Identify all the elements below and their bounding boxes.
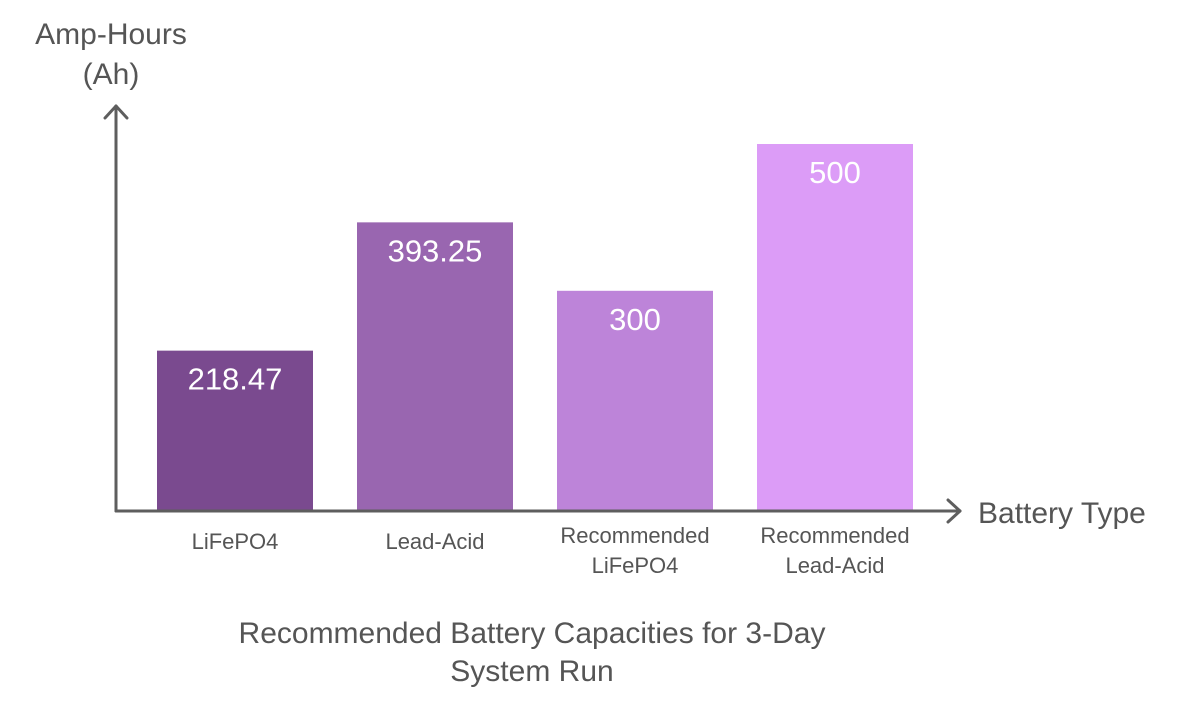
chart-title: Recommended Battery Capacities for 3-Day… bbox=[239, 617, 826, 688]
y-axis-title: Amp-Hours (Ah) bbox=[35, 18, 187, 91]
category-label-2: Lead-Acid bbox=[385, 529, 484, 554]
category-label-4: Recommended Lead-Acid bbox=[760, 523, 909, 578]
value-label-3: 300 bbox=[609, 302, 661, 337]
bar-1 bbox=[157, 350, 313, 511]
category-label-1: LiFePO4 bbox=[192, 529, 279, 554]
text-layer: 218.47 LiFePO4 393.25 Lead-Acid 300 Recommend… bbox=[35, 18, 1146, 688]
x-axis-title: Battery Type bbox=[978, 497, 1146, 530]
bars-layer bbox=[157, 144, 913, 512]
value-label-1: 218.47 bbox=[188, 362, 283, 397]
value-label-2: 393.25 bbox=[388, 233, 483, 268]
category-label-3: Recommended LiFePO4 bbox=[560, 523, 709, 578]
y-axis-arrow bbox=[103, 104, 129, 120]
value-label-4: 500 bbox=[809, 155, 861, 190]
bar-3 bbox=[557, 290, 713, 511]
bar-2 bbox=[357, 222, 513, 512]
x-axis-arrow bbox=[946, 498, 962, 524]
axes-layer bbox=[103, 104, 962, 524]
bar-4 bbox=[757, 144, 913, 511]
